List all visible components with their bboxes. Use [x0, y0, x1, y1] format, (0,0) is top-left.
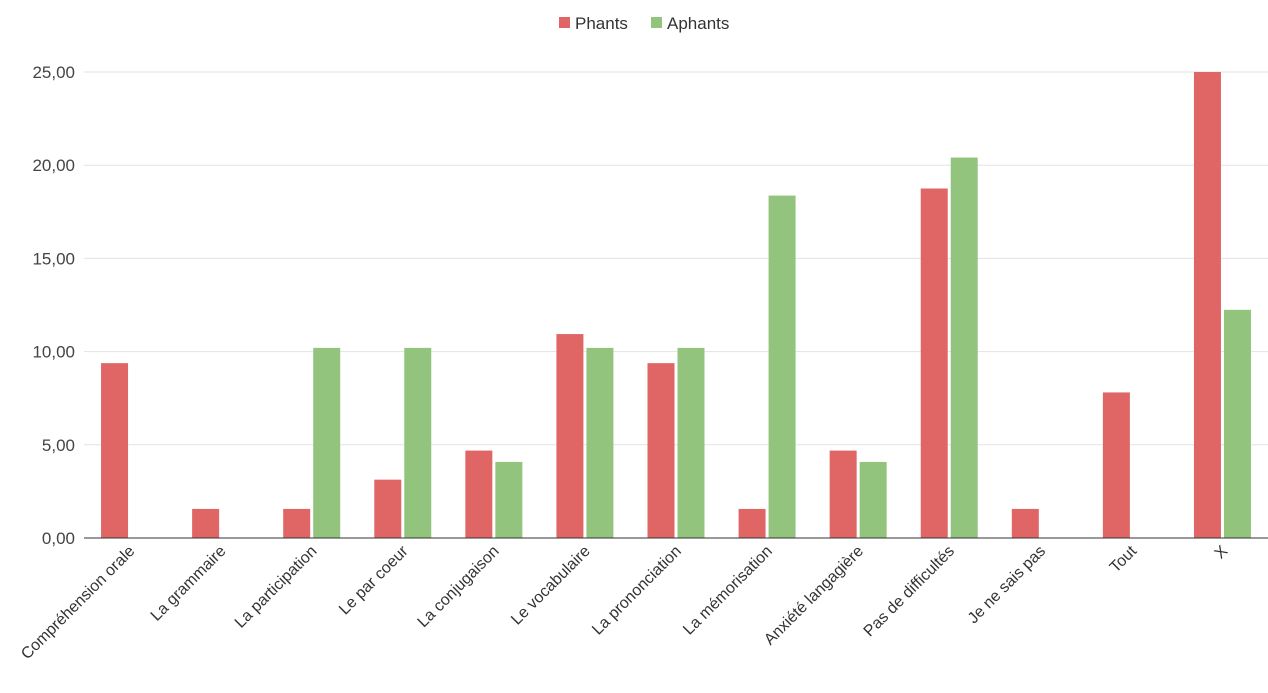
bar-aphants — [586, 347, 614, 538]
x-category-label: Le vocabulaire — [508, 543, 594, 629]
legend-label-phants: Phants — [575, 14, 628, 33]
bar-phants — [829, 450, 857, 538]
bar-aphants — [495, 461, 523, 538]
bar-phants — [647, 363, 675, 538]
x-category-label: Pas de difficultés — [861, 543, 958, 640]
bar-phants — [101, 363, 129, 538]
y-tick-label: 10,00 — [32, 343, 75, 362]
x-category-label: La participation — [232, 543, 321, 632]
legend-label-aphants: Aphants — [667, 14, 729, 33]
y-tick-label: 5,00 — [42, 436, 75, 455]
x-category-label: La grammaire — [148, 543, 230, 625]
x-category-label: Le par coeur — [336, 542, 412, 618]
x-category-label: La prononciation — [589, 543, 685, 639]
bar-phants — [192, 508, 220, 538]
x-category-label: Je ne sais pas — [965, 543, 1049, 627]
x-category-label: La mémorisation — [680, 543, 776, 639]
bar-aphants — [404, 347, 432, 538]
bar-phants — [283, 508, 311, 538]
x-category-label: X — [1212, 543, 1232, 563]
bar-phants — [920, 188, 948, 538]
y-tick-label: 20,00 — [32, 156, 75, 175]
y-tick-label: 15,00 — [32, 249, 75, 268]
bar-aphants — [677, 347, 705, 538]
y-tick-label: 0,00 — [42, 529, 75, 548]
bar-aphants — [1223, 309, 1251, 538]
bar-phants — [738, 508, 766, 538]
legend-swatch-aphants — [651, 17, 662, 28]
bar-phants — [1102, 392, 1130, 538]
x-category-label: Anxiété langagière — [761, 543, 867, 649]
bar-phants — [465, 450, 493, 538]
bar-aphants — [859, 461, 887, 538]
x-category-label: Tout — [1107, 542, 1141, 576]
bar-phants — [1011, 508, 1039, 538]
x-category-label: La conjugaison — [415, 543, 503, 631]
legend: Phants Aphants — [559, 14, 729, 33]
legend-swatch-phants — [559, 17, 570, 28]
y-axis-tick-labels: 0,00 5,00 10,00 15,00 20,00 25,00 — [32, 63, 75, 548]
bar-phants — [1193, 72, 1221, 538]
bar-aphants — [950, 157, 978, 538]
bars — [101, 72, 1251, 539]
gridlines — [84, 71, 1268, 446]
bar-aphants — [768, 195, 796, 539]
x-axis-category-labels: Compréhension orale La grammaire La partic… — [18, 542, 1231, 663]
bar-phants — [556, 334, 584, 538]
x-category-label: Compréhension orale — [18, 543, 138, 663]
bar-phants — [374, 479, 402, 538]
bar-aphants — [313, 347, 341, 538]
y-tick-label: 25,00 — [32, 63, 75, 82]
